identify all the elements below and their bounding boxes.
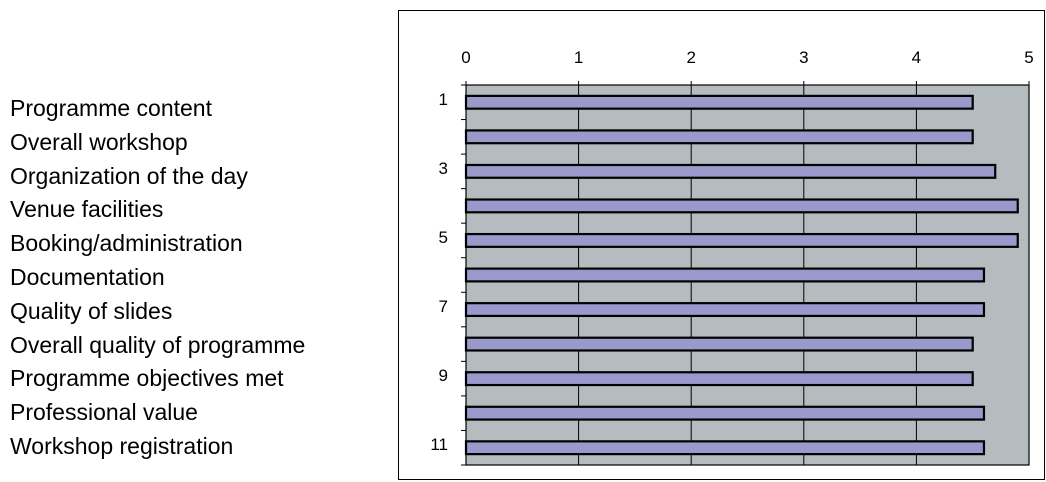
category-label: Overall workshop [10, 128, 188, 155]
category-label: Booking/administration [10, 230, 243, 257]
bar [464, 129, 974, 145]
category-label: Workshop registration [10, 432, 234, 459]
y-tick-label: 5 [439, 228, 448, 247]
category-label: Overall quality of programme [10, 331, 306, 358]
category-label: Programme objectives met [10, 365, 284, 392]
bar [464, 371, 974, 387]
bar [464, 440, 986, 456]
y-tick-label: 11 [430, 435, 448, 454]
category-label: Programme content [10, 95, 212, 121]
bar [464, 405, 986, 421]
x-tick-label: 0 [461, 48, 470, 67]
bar [464, 94, 974, 110]
bar [464, 302, 986, 318]
bar [464, 198, 1019, 214]
category-label: Venue facilities [10, 196, 164, 223]
category-label-list: Programme content Overall workshop Organiz… [10, 92, 305, 464]
bar [464, 336, 974, 352]
y-tick-label: 3 [439, 159, 448, 178]
x-tick-label: 2 [686, 48, 695, 67]
y-tick-label: 9 [439, 366, 448, 385]
category-label: Quality of slides [10, 297, 173, 324]
x-tick-label: 1 [574, 48, 583, 67]
y-tick-label: 1 [439, 90, 448, 109]
y-tick-label: 7 [439, 297, 448, 316]
category-label: Documentation [10, 263, 165, 290]
bar [464, 267, 986, 283]
x-tick-label: 5 [1024, 48, 1033, 67]
category-label: Professional value [10, 399, 198, 426]
category-label: Organization of the day [10, 162, 248, 189]
x-tick-label: 4 [912, 48, 921, 67]
x-tick-label: 3 [799, 48, 808, 67]
bar [464, 232, 1019, 248]
bar [464, 163, 997, 179]
